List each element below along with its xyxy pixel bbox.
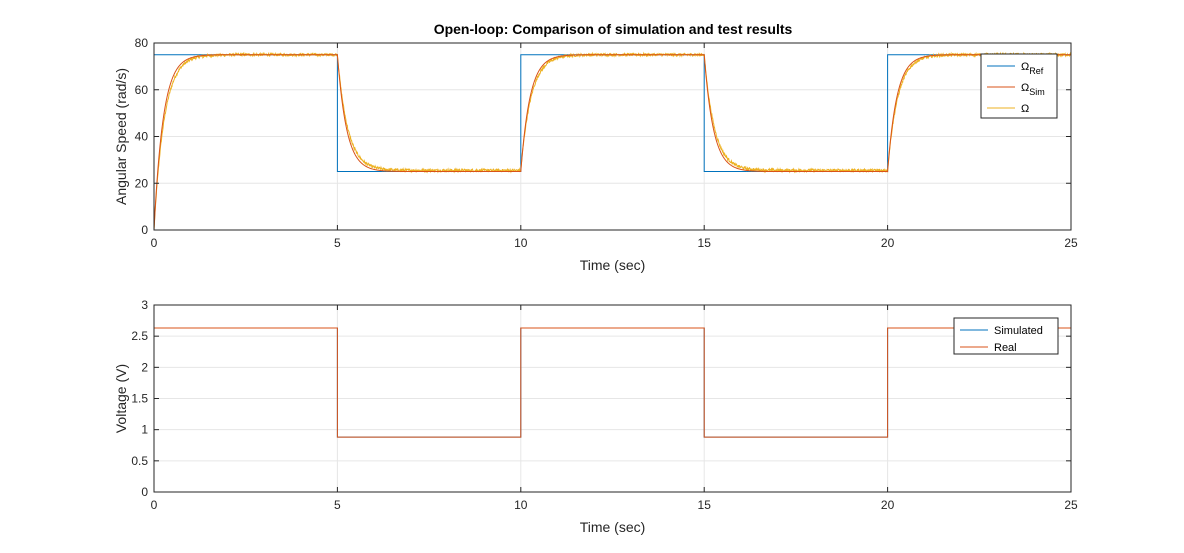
x-tick-label: 20: [881, 498, 895, 512]
x-tick-label: 5: [334, 236, 341, 250]
y-axis-label: Voltage (V): [113, 364, 129, 433]
x-tick-label: 5: [334, 498, 341, 512]
legend-label-simulated: Simulated: [994, 325, 1043, 337]
y-tick-label: 20: [135, 176, 149, 190]
legend-subscript-ref: Ref: [1029, 66, 1044, 76]
y-tick-label: 0: [141, 223, 148, 237]
y-tick-label: 60: [135, 83, 149, 97]
legend-subscript-sim: Sim: [1029, 87, 1045, 97]
y-tick-label: 3: [141, 298, 148, 312]
y-tick-label: 40: [135, 130, 149, 144]
y-tick-label: 80: [135, 36, 149, 50]
x-tick-label: 0: [151, 236, 158, 250]
y-tick-label: 1.5: [131, 392, 148, 406]
series-line-sim: [154, 54, 1071, 231]
x-tick-label: 15: [698, 236, 712, 250]
legend: Simulated Real: [953, 317, 1059, 355]
x-tick-label: 10: [514, 236, 528, 250]
y-axis-label: Angular Speed (rad/s): [113, 68, 129, 205]
x-tick-label: 25: [1064, 236, 1078, 250]
x-tick-label: 0: [151, 498, 158, 512]
x-tick-label: 20: [881, 236, 895, 250]
voltage-chart: 0 5 10 15 20 25 0 0.5 1 1.5 2 2.5 3 Time (sec) Voltage…: [113, 298, 1078, 535]
x-tick-label: 10: [514, 498, 528, 512]
x-axis-label: Time (sec): [580, 519, 646, 535]
x-tick-label: 25: [1064, 498, 1078, 512]
x-tick-label: 15: [698, 498, 712, 512]
figure-title: Open-loop: Comparison of simulation and …: [434, 21, 793, 37]
series-line-real: [154, 327, 1071, 492]
y-tick-label: 0.5: [131, 454, 148, 468]
legend-box: [953, 317, 1059, 355]
series-group: [154, 51, 1072, 231]
y-tick-label: 0: [141, 485, 148, 499]
series-group: [154, 327, 1072, 492]
y-tick-label: 2.5: [131, 329, 148, 343]
legend-label-meas: Ω: [1021, 103, 1029, 115]
legend-box: [980, 53, 1058, 119]
legend-label-real: Real: [994, 342, 1017, 354]
angular-speed-chart: 0 5 10 15 20 25 0 20 40 60 80 Time (sec) Angular Spe…: [113, 36, 1078, 273]
y-tick-label: 2: [141, 360, 148, 374]
x-axis-label: Time (sec): [580, 257, 646, 273]
y-tick-label: 1: [141, 423, 148, 437]
